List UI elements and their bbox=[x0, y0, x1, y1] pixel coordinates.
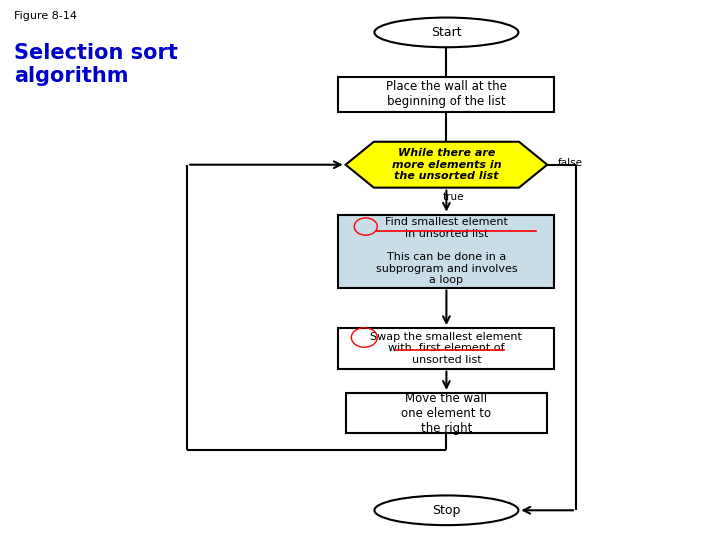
Text: true: true bbox=[443, 192, 464, 202]
Text: Selection sort
algorithm: Selection sort algorithm bbox=[14, 43, 179, 86]
FancyBboxPatch shape bbox=[338, 77, 554, 112]
Text: Find smallest element
in unsorted list

This can be done in a
subprogram and inv: Find smallest element in unsorted list T… bbox=[376, 217, 517, 285]
FancyBboxPatch shape bbox=[338, 328, 554, 368]
Text: Start: Start bbox=[431, 26, 462, 39]
Text: Figure 8-14: Figure 8-14 bbox=[14, 11, 78, 21]
Text: false: false bbox=[558, 158, 583, 168]
Text: Stop: Stop bbox=[432, 504, 461, 517]
Text: Swap the smallest element
with  first element of
unsorted list: Swap the smallest element with first ele… bbox=[371, 332, 522, 365]
Text: Place the wall at the
beginning of the list: Place the wall at the beginning of the l… bbox=[386, 80, 507, 109]
Ellipse shape bbox=[374, 496, 518, 525]
FancyBboxPatch shape bbox=[338, 214, 554, 287]
Polygon shape bbox=[346, 142, 547, 188]
Text: Move the wall
one element to
the right: Move the wall one element to the right bbox=[401, 392, 492, 435]
Ellipse shape bbox=[374, 18, 518, 48]
FancyBboxPatch shape bbox=[346, 393, 547, 433]
Text: While there are
more elements in
the unsorted list: While there are more elements in the uns… bbox=[392, 148, 501, 181]
